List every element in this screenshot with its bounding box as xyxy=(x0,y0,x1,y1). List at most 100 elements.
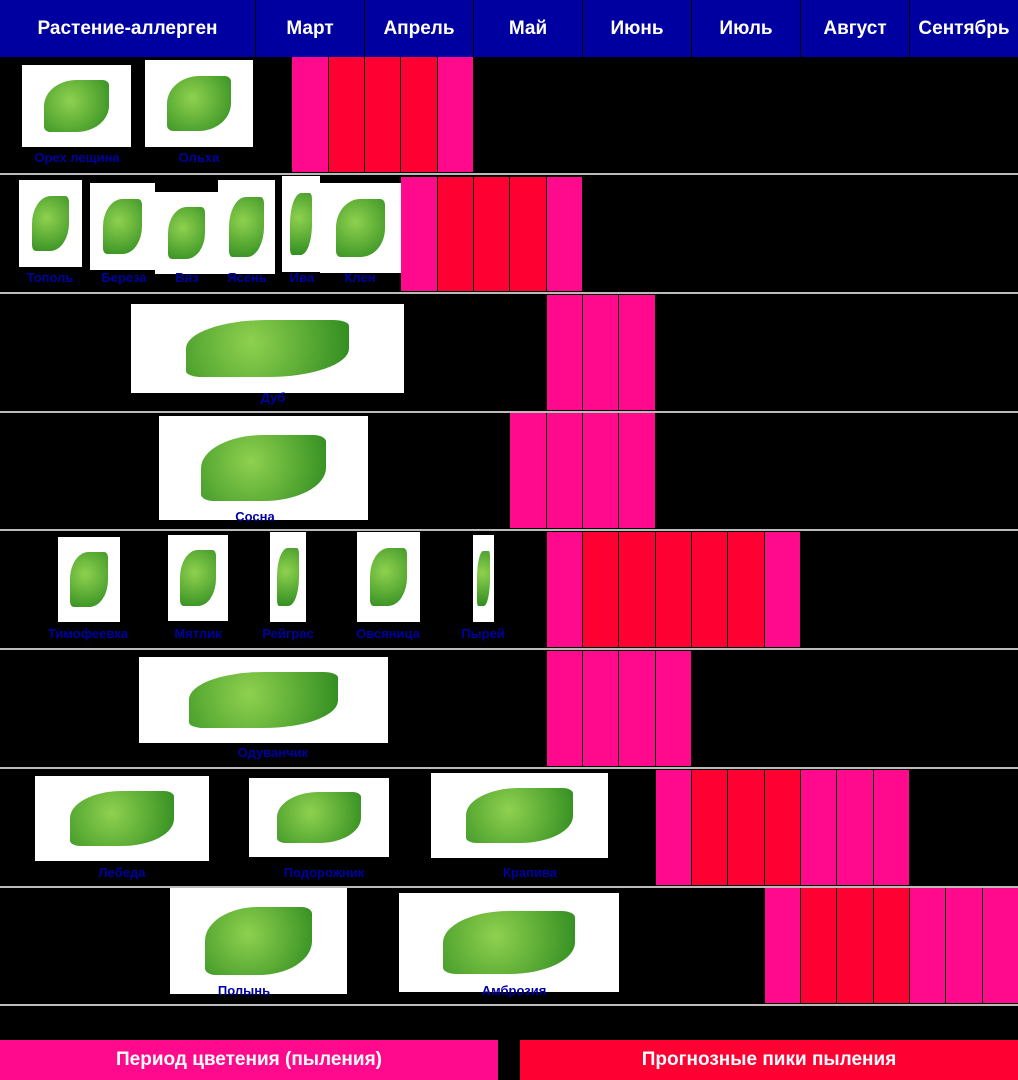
plant-picture xyxy=(205,907,312,975)
plant-image xyxy=(431,773,608,858)
plant-label: Тополь xyxy=(26,270,74,285)
pollen-cell-bloom xyxy=(546,651,583,766)
plant-picture xyxy=(277,548,299,606)
plant-label: Вяз xyxy=(175,270,199,285)
plant-label: Береза xyxy=(101,270,147,285)
plant-label: Ясень xyxy=(227,270,267,285)
header-month: Май xyxy=(474,0,583,57)
pollen-cell-bloom xyxy=(546,532,583,647)
plant-label: Амброзия xyxy=(481,983,547,998)
row-divider xyxy=(0,886,1018,888)
header-month: Апрель xyxy=(365,0,474,57)
plant-picture xyxy=(336,199,385,257)
plant-image xyxy=(357,532,420,622)
plant-label: Одуванчик xyxy=(237,745,309,760)
pollen-cell-peak xyxy=(365,57,402,172)
pollen-cell-bloom xyxy=(982,888,1018,1003)
plant-image xyxy=(22,65,131,147)
plant-label: Овсяница xyxy=(356,626,420,641)
plant-image xyxy=(270,532,306,622)
pollen-cell-bloom xyxy=(873,770,910,885)
pollen-cell-peak xyxy=(764,770,801,885)
plant-image xyxy=(131,304,404,393)
pollen-cell-bloom xyxy=(801,770,838,885)
pollen-cell-bloom xyxy=(583,295,620,410)
pollen-cell-bloom xyxy=(910,888,947,1003)
row-divider xyxy=(0,529,1018,531)
plant-picture xyxy=(103,198,142,255)
plant-image xyxy=(320,183,401,273)
plant-picture xyxy=(229,196,264,258)
plant-label: Дуб xyxy=(260,390,286,405)
plant-image xyxy=(145,60,253,147)
plant-picture xyxy=(477,550,490,607)
plant-picture xyxy=(200,434,327,502)
pollen-cell-peak xyxy=(692,532,729,647)
pollen-cell-bloom xyxy=(655,651,692,766)
plant-image xyxy=(139,657,388,743)
pollen-cell-peak xyxy=(801,888,838,1003)
legend-bloom: Период цветения (пыления) xyxy=(0,1040,498,1080)
header-month: Март xyxy=(256,0,365,57)
pollen-cell-bloom xyxy=(837,770,874,885)
plant-picture xyxy=(277,792,361,843)
row-divider xyxy=(0,173,1018,175)
header-month: Июнь xyxy=(583,0,692,57)
plant-picture xyxy=(289,193,313,255)
pollen-cell-bloom xyxy=(764,532,801,647)
pollen-cell-peak xyxy=(474,177,511,291)
plant-picture xyxy=(188,672,339,728)
plant-label: Подорожник xyxy=(283,865,365,880)
plant-image xyxy=(170,888,347,994)
plant-picture xyxy=(70,552,108,607)
plant-label: Ольха xyxy=(178,150,220,165)
plant-picture xyxy=(31,195,70,252)
pollen-cell-bloom xyxy=(619,651,656,766)
plant-label: Полынь xyxy=(217,983,271,998)
plant-label: Клен xyxy=(344,270,376,285)
pollen-cell-bloom xyxy=(946,888,983,1003)
row-divider xyxy=(0,648,1018,650)
pollen-cell-bloom xyxy=(510,413,547,528)
plant-image xyxy=(35,776,209,861)
header-plant-column: Растение-аллерген xyxy=(0,0,256,57)
row-divider xyxy=(0,1004,1018,1006)
plant-picture xyxy=(180,550,216,606)
pollen-cell-peak xyxy=(655,532,692,647)
legend-peak: Прогнозные пики пыления xyxy=(520,1040,1018,1080)
pollen-cell-peak xyxy=(728,770,765,885)
plant-picture xyxy=(443,910,575,975)
plant-picture xyxy=(466,788,573,843)
plant-picture xyxy=(369,548,408,606)
plant-label: Крапива xyxy=(503,865,557,880)
header-month: Июль xyxy=(692,0,801,57)
pollen-cell-bloom xyxy=(401,177,438,291)
row-divider xyxy=(0,292,1018,294)
pollen-cell-bloom xyxy=(583,651,620,766)
plant-picture xyxy=(69,791,175,846)
plant-picture xyxy=(43,79,110,133)
plant-label: Мятлик xyxy=(174,626,222,641)
plant-label: Сосна xyxy=(235,509,275,524)
pollen-cell-peak xyxy=(401,57,438,172)
plant-picture xyxy=(167,206,206,260)
row-divider xyxy=(0,767,1018,769)
pollen-cell-bloom xyxy=(546,177,583,291)
plant-label: Рейграс xyxy=(262,626,314,641)
header-month: Сентябрь xyxy=(910,0,1018,57)
pollen-cell-bloom xyxy=(619,295,656,410)
plant-image xyxy=(19,180,82,267)
plant-label: Ива xyxy=(289,270,315,285)
plant-image xyxy=(168,535,228,621)
pollen-cell-bloom xyxy=(583,413,620,528)
plant-image xyxy=(155,192,218,274)
pollen-cell-peak xyxy=(873,888,910,1003)
pollen-cell-peak xyxy=(510,177,547,291)
header-month: Август xyxy=(801,0,910,57)
plant-picture xyxy=(185,320,350,377)
pollen-cell-bloom xyxy=(437,57,474,172)
pollen-cell-peak xyxy=(619,532,656,647)
plant-image xyxy=(473,535,494,622)
pollen-cell-peak xyxy=(728,532,765,647)
pollen-cell-peak xyxy=(692,770,729,885)
